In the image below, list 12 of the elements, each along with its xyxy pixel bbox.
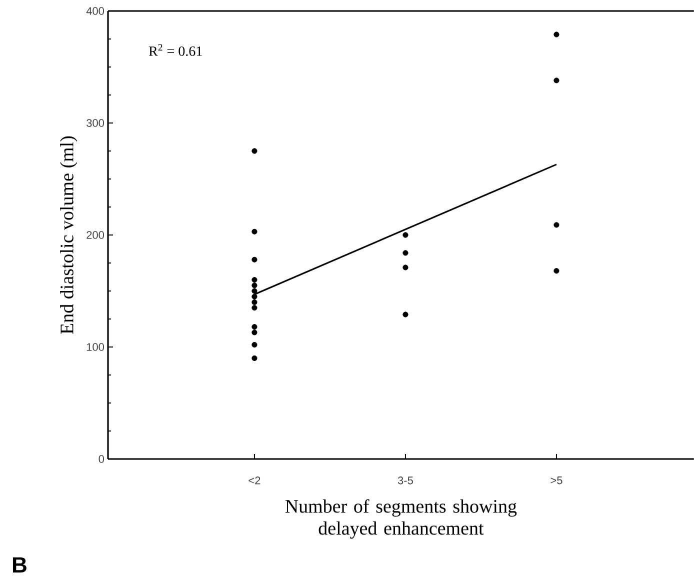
x-axis-title: Number of segments showing delayed enhancement <box>285 499 517 539</box>
text: B <box>13 557 26 572</box>
y-axis-title: End diastolic volume (ml) <box>60 136 78 334</box>
y-tick-label: 100 <box>86 343 104 351</box>
x-tick-label: 3-5 <box>398 476 413 484</box>
annotation: R$^{2}$ = 0.61 <box>148 44 202 56</box>
y-tick-label: 200 <box>86 231 104 239</box>
x-tick-label: <2 <box>248 476 260 484</box>
x-tick-label: >5 <box>550 476 562 484</box>
y-tick-label: 300 <box>86 119 104 127</box>
y-tick-label: 400 <box>86 7 104 15</box>
y-tick-label: 0 <box>98 455 104 463</box>
